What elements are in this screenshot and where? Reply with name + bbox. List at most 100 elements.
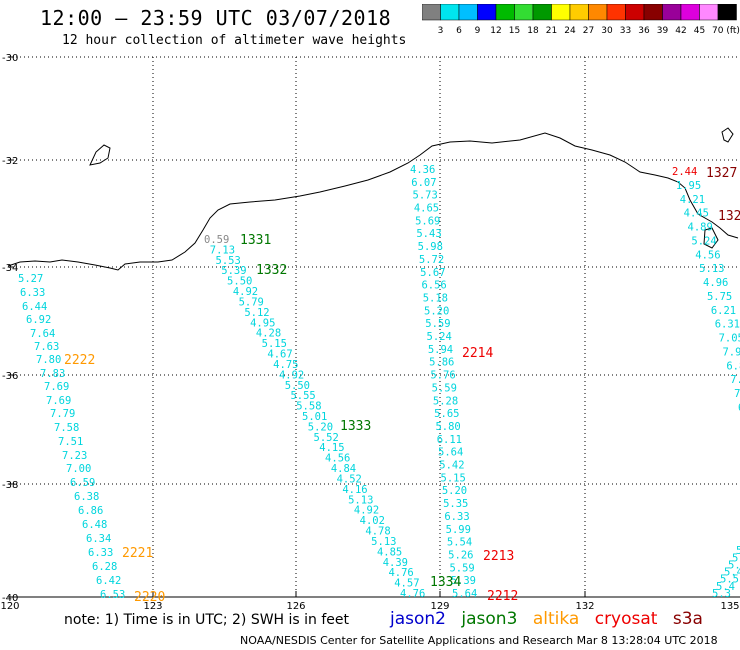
- colorbar-swatch: [717, 4, 737, 21]
- wave-height-value: 7.69: [46, 395, 71, 407]
- wave-height-value: 4.39: [383, 557, 408, 569]
- legend-s3a: s3a: [672, 609, 703, 629]
- lat-label: -34: [2, 263, 18, 274]
- wave-height-value: 6.34: [86, 533, 111, 545]
- wave-height-value: 1.95: [676, 180, 701, 192]
- wave-height-value: 7.83: [40, 368, 65, 380]
- pass-number-label: 1332: [256, 263, 287, 278]
- pass-number-label: 1327: [706, 166, 737, 181]
- legend-jason3: jason3: [461, 609, 518, 629]
- wave-height-value: 4.15: [319, 442, 344, 454]
- lon-labels: 120 123 126 129 132 135: [0, 601, 739, 610]
- wave-height-value: 5.4: [736, 545, 740, 557]
- pass-labels-layer: 1331 1332 1333 1334 2222 2221 2220 2214 2213 2212…: [64, 166, 740, 605]
- wave-height-value: 5.13: [699, 263, 724, 275]
- lon-label: 135: [720, 601, 739, 610]
- colorbar-label: 18: [527, 26, 539, 36]
- lat-label: -30: [2, 53, 18, 64]
- pass-number-label: 132: [718, 209, 740, 224]
- colorbar-label: 39: [657, 26, 669, 36]
- wave-height-value: 6.53: [100, 589, 125, 601]
- wave-height-value: 5.69: [415, 215, 440, 227]
- wave-height-value: 6.48: [82, 519, 107, 531]
- colorbar-label: 27: [583, 26, 594, 36]
- lon-label: 126: [286, 601, 305, 610]
- wave-height-value: 2.44: [672, 166, 697, 178]
- wave-height-value: 7.69: [44, 381, 69, 393]
- colorbar-label: 36: [638, 26, 650, 36]
- wave-height-value: 7.51: [58, 436, 83, 448]
- wave-height-value: 6.44: [22, 301, 47, 313]
- wave-height-value: 6.33: [444, 511, 469, 523]
- wave-height-value: 4.76: [388, 567, 413, 579]
- wave-height-value: 4.92: [279, 369, 304, 381]
- pass-number-label: 2222: [64, 353, 95, 368]
- wave-height-value: 5.50: [227, 276, 252, 288]
- wave-height-value: 5.54: [447, 537, 472, 549]
- wave-height-value: 7.05: [719, 333, 740, 345]
- wave-height-value: 4.84: [331, 463, 356, 475]
- wave-height-value: 4.96: [703, 277, 728, 289]
- wave-height-value: 5.15: [262, 338, 287, 350]
- wave-height-value: 5.4: [716, 581, 735, 593]
- lat-label: -36: [2, 371, 18, 382]
- wave-height-value: 5.55: [290, 390, 315, 402]
- wave-height-value: 5.94: [428, 344, 453, 356]
- wave-height-value: 4.95: [250, 317, 275, 329]
- wave-height-value: 6.59: [70, 477, 95, 489]
- pass-number-label: 2220: [134, 590, 165, 605]
- wave-height-value: 6.56: [421, 280, 446, 292]
- wave-height-value: 5.01: [302, 411, 327, 423]
- lat-label: -32: [2, 156, 18, 167]
- legend-jason2: jason2: [390, 609, 446, 629]
- colorbar-label: 42: [675, 26, 686, 36]
- pass-number-label: 1333: [340, 419, 371, 434]
- colorbar-label: 33: [620, 26, 631, 36]
- wave-height-value: 4.21: [680, 194, 705, 206]
- wave-height-value: 5.67: [420, 267, 445, 279]
- wave-height-value: 5.80: [435, 421, 460, 433]
- wave-height-value: 6.28: [92, 561, 117, 573]
- wave-height-value: 5.18: [423, 292, 448, 304]
- colorbar-label: 45: [694, 26, 705, 36]
- lon-label: 120: [0, 601, 19, 610]
- wave-height-value: 4.16: [342, 484, 367, 496]
- wave-height-value: 4.57: [394, 578, 419, 590]
- wave-height-value: 5.13: [371, 536, 396, 548]
- wave-height-value: 5.27: [18, 273, 43, 285]
- wave-height-colorbar: 3 6 9 12 15 18 21 24 27 30 33 36 39 42 45 70 (ft): [422, 4, 740, 36]
- wave-height-value: 7.90: [722, 346, 740, 358]
- wave-height-value: 5.50: [285, 380, 310, 392]
- colorbar-label: 3: [438, 26, 444, 36]
- pass-number-label: 2213: [483, 549, 514, 564]
- wave-height-value: 5.52: [314, 432, 339, 444]
- wave-height-value: 5.98: [418, 241, 443, 253]
- axis-ticks: [8, 56, 586, 598]
- wave-height-value: 5.39: [451, 575, 476, 587]
- wave-height-value: 7.13: [210, 244, 235, 256]
- wave-height-value: 4.52: [337, 473, 362, 485]
- wave-height-value: 4.76: [400, 588, 425, 600]
- units-note: note: 1) Time is in UTC; 2) SWH is in fe…: [64, 612, 350, 628]
- wave-height-value: 5.86: [429, 357, 454, 369]
- colorbar-label: 30: [601, 26, 613, 36]
- wave-height-value: 5.13: [348, 494, 373, 506]
- credit-line: NOAA/NESDIS Center for Satellite Applica…: [240, 634, 718, 647]
- wave-height-value: 4.45: [684, 208, 709, 220]
- lon-label: 132: [575, 601, 594, 610]
- colorbar-label: 12: [490, 26, 501, 36]
- wave-height-value: 5.5: [732, 552, 740, 564]
- lon-label: 129: [430, 601, 449, 610]
- wave-height-value: 6.21: [711, 305, 736, 317]
- wave-height-value: 5.20: [308, 421, 333, 433]
- pass-number-label: 1331: [240, 233, 271, 248]
- wave-height-value: 6.31: [715, 319, 740, 331]
- map-subtitle: 12 hour collection of altimeter wave hei…: [62, 33, 407, 48]
- wave-height-value: 5.75: [707, 291, 732, 303]
- pass-number-label: 2212: [487, 589, 518, 604]
- colorbar-label: 70 (ft): [712, 26, 740, 36]
- wave-height-value: 5.65: [434, 408, 459, 420]
- wave-height-value: 7.64: [30, 328, 55, 340]
- wave-height-value: 7.9: [730, 374, 740, 386]
- island-shape: [703, 227, 719, 249]
